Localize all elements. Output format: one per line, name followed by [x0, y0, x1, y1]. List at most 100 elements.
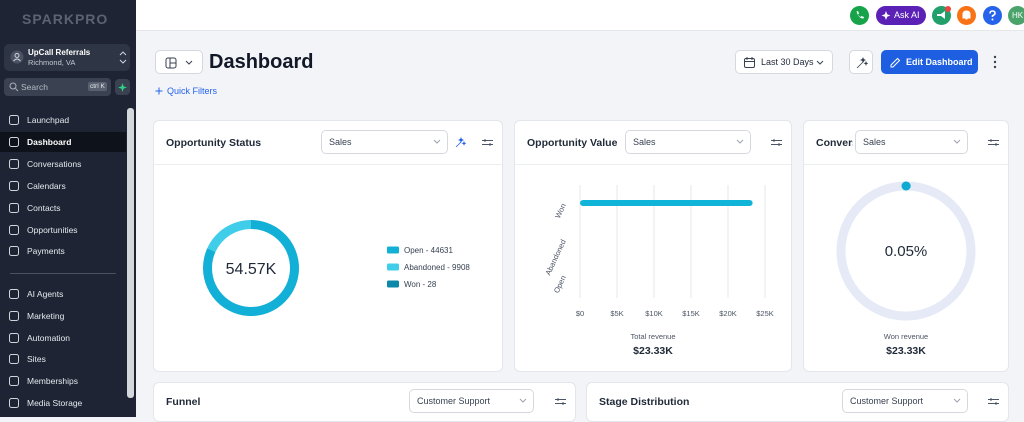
icon-shape — [10, 377, 19, 386]
filter-icon[interactable] — [555, 397, 566, 406]
nav-label: Calendars — [27, 181, 66, 191]
nav-icon — [9, 246, 19, 256]
filter-select[interactable]: Sales — [321, 130, 448, 154]
icon-shape — [988, 398, 999, 405]
nav-item[interactable]: Memberships — [0, 371, 126, 391]
icon-shape — [988, 139, 999, 146]
date-range-button[interactable]: Last 30 Days — [735, 50, 833, 74]
nav-icon — [9, 311, 19, 321]
icon-shape — [482, 139, 493, 146]
filter-icon[interactable] — [988, 138, 999, 147]
edit-dashboard-button[interactable]: Edit Dashboard — [881, 50, 978, 74]
widget-card: Conversion Sales — [803, 120, 1009, 372]
search-placeholder: Search — [21, 82, 48, 92]
nav-label: Memberships — [27, 376, 78, 386]
icon-shape — [10, 116, 19, 125]
icon-shape — [10, 311, 19, 320]
nav-icon — [9, 203, 19, 213]
widget-card: Opportunity Value Sales — [514, 120, 792, 372]
chevron — [953, 398, 961, 404]
nav-icon — [9, 333, 19, 343]
layout-button[interactable] — [155, 50, 203, 74]
nav-item[interactable]: AI Agents — [0, 284, 126, 304]
widget-title: Opportunity Value — [527, 137, 617, 149]
nav-icon — [9, 354, 19, 364]
icon-shape — [737, 140, 743, 143]
nav-item[interactable]: Launchpad — [0, 110, 126, 130]
filter-icon[interactable] — [771, 138, 782, 147]
phone-button[interactable] — [850, 6, 869, 25]
select-value: Customer Support — [850, 396, 923, 406]
nav-label: Sites — [27, 354, 46, 364]
edit-dashboard-label: Edit Dashboard — [906, 57, 973, 67]
filter-select[interactable]: Customer Support — [409, 389, 534, 413]
date-range-label: Last 30 Days — [761, 57, 814, 67]
icon-shape — [10, 203, 19, 212]
nav-label: Media Storage — [27, 398, 82, 408]
nav-item[interactable]: Dashboard — [0, 132, 126, 152]
icon-shape — [954, 399, 960, 402]
nav-item[interactable]: Contacts — [0, 198, 126, 218]
nav-icon — [9, 225, 19, 235]
sidebar: SPARKPRO UpCall Referrals Richmond, VA S… — [0, 0, 136, 417]
magic-button[interactable] — [849, 50, 873, 74]
filter-select[interactable]: Sales — [855, 130, 968, 154]
search-box[interactable]: Search ctrl K — [4, 78, 111, 96]
avatar-initials: HK — [1012, 11, 1023, 20]
chevron — [433, 139, 441, 145]
quick-filters[interactable]: Quick Filters — [155, 86, 217, 96]
nav-item[interactable]: Marketing — [0, 306, 126, 326]
icon-shape — [10, 399, 19, 408]
filter-icon[interactable] — [988, 397, 999, 406]
filter-select[interactable]: Customer Support — [842, 389, 968, 413]
widget-title: Conversion — [816, 137, 853, 149]
filter-select[interactable]: Sales — [625, 130, 751, 154]
chevron — [953, 139, 961, 145]
ask-ai-button[interactable]: Ask AI — [876, 6, 926, 25]
nav-icon — [9, 376, 19, 386]
nav-item[interactable]: Automation — [0, 328, 126, 348]
nav-label: Marketing — [27, 311, 64, 321]
nav-item[interactable]: Payments — [0, 241, 126, 261]
nav-label: Opportunities — [27, 225, 78, 235]
notifications-button[interactable] — [957, 6, 976, 25]
chevron — [736, 139, 744, 145]
avatar[interactable]: HK — [1008, 6, 1024, 25]
nav-item[interactable]: Media Storage — [0, 393, 126, 413]
icon-shape — [10, 159, 19, 168]
filter-icon[interactable] — [482, 138, 493, 147]
scrollbar[interactable] — [127, 108, 134, 398]
nav-icon — [9, 181, 19, 191]
nav-item[interactable]: Calendars — [0, 176, 126, 196]
announcements-button[interactable] — [932, 6, 951, 25]
select-value: Sales — [329, 137, 352, 147]
icon-shape — [10, 137, 19, 146]
nav-icon — [9, 137, 19, 147]
nav-label: Dashboard — [27, 137, 71, 147]
icon-shape — [10, 225, 19, 234]
top-bar: Ask AI HK — [136, 0, 1024, 31]
icon-shape — [954, 140, 960, 143]
select-value: Customer Support — [417, 396, 490, 406]
select-value: Sales — [633, 137, 656, 147]
icon-shape — [520, 399, 526, 402]
nav-item[interactable]: Conversations — [0, 154, 126, 174]
more-menu[interactable] — [992, 55, 998, 69]
select-value: Sales — [863, 137, 886, 147]
nav-divider — [10, 273, 116, 274]
account-switcher[interactable]: UpCall Referrals Richmond, VA — [4, 44, 130, 71]
quick-action[interactable] — [115, 79, 130, 95]
help-button[interactable] — [983, 6, 1002, 25]
icon-shape — [10, 290, 19, 299]
account-location: Richmond, VA — [28, 58, 75, 67]
nav-icon — [9, 289, 19, 299]
icon-shape — [771, 139, 782, 146]
nav-item[interactable]: Opportunities — [0, 220, 126, 240]
icon-shape — [456, 138, 465, 147]
nav-label: Automation — [27, 333, 70, 343]
nav-item[interactable]: Sites — [0, 349, 126, 369]
ai-icon[interactable] — [455, 137, 466, 148]
account-name: UpCall Referrals — [28, 48, 90, 57]
chevron — [119, 51, 127, 64]
nav-label: Payments — [27, 246, 65, 256]
